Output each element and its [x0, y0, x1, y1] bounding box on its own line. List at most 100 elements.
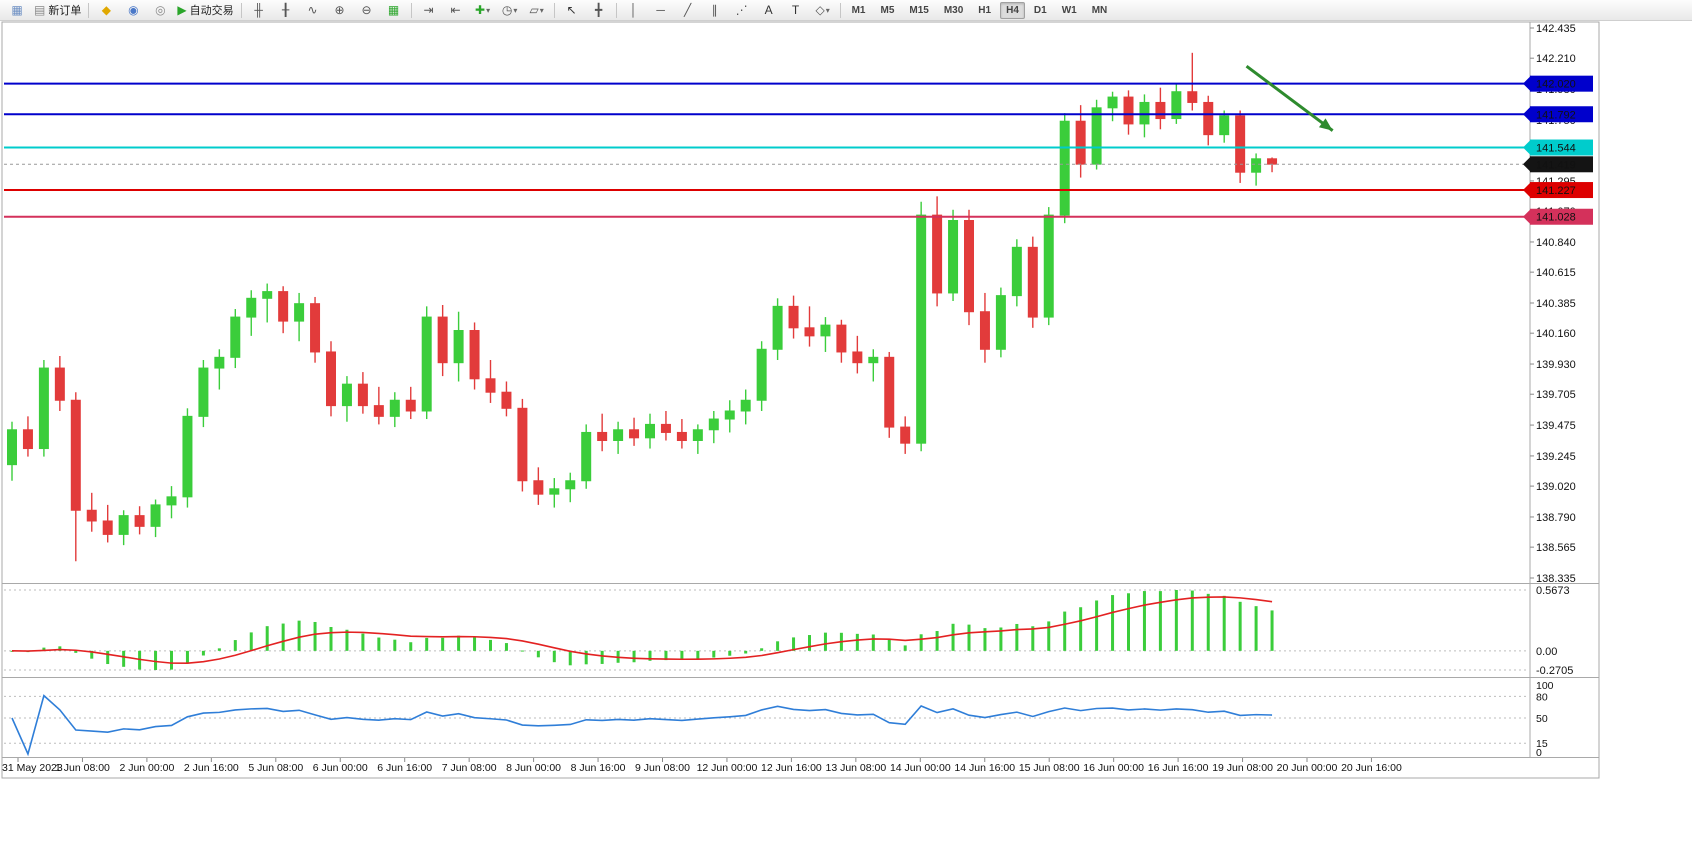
svg-text:16 Jun 16:00: 16 Jun 16:00 — [1148, 762, 1209, 774]
chart-shift-icon[interactable]: ⇤ — [443, 0, 469, 20]
svg-text:1 Jun 08:00: 1 Jun 08:00 — [55, 762, 110, 774]
timeframe-m5-button[interactable]: M5 — [880, 4, 895, 16]
zoom-in-icon[interactable]: ⊕ — [327, 0, 353, 20]
candlestick-chart-icon[interactable]: ╂ — [273, 0, 299, 20]
toolbar-separator — [410, 2, 412, 18]
timeframe-w1-button[interactable]: W1 — [1061, 4, 1077, 16]
candle-body — [645, 423, 655, 439]
candle-body — [1219, 115, 1230, 136]
svg-text:6 Jun 00:00: 6 Jun 00:00 — [313, 762, 368, 774]
candle-body — [1187, 91, 1198, 103]
new-order-button[interactable]: ▤ 新订单 — [31, 0, 84, 20]
new-chart-button[interactable]: ▦ — [4, 0, 30, 20]
candle-body — [134, 515, 145, 527]
candle-body — [373, 405, 384, 417]
new-order-icon: ▤ — [34, 3, 46, 17]
timeframe-m1-button[interactable]: M1 — [851, 4, 866, 16]
metaeditor-icon[interactable]: ◆ — [93, 0, 119, 20]
auto-scroll-icon[interactable]: ⇥ — [416, 0, 442, 20]
text-tool-icon: A — [764, 3, 773, 17]
toolbar-separator — [240, 2, 242, 18]
trendline-tool[interactable]: ╱ — [675, 0, 701, 20]
timeframe-h4-button[interactable]: H4 — [1000, 1, 1025, 19]
candle-body — [884, 356, 895, 428]
candle-body — [533, 480, 544, 495]
time-axis-area[interactable] — [2, 758, 1599, 778]
candle-body — [916, 214, 927, 444]
candle-body — [581, 431, 592, 482]
svg-text:138.565: 138.565 — [1536, 542, 1576, 554]
candle-body — [1235, 115, 1246, 173]
horizontal-line-tool[interactable]: ─ — [648, 0, 674, 20]
candle-body — [230, 316, 241, 358]
svg-text:20 Jun 00:00: 20 Jun 00:00 — [1277, 762, 1338, 774]
macd-signal-line — [11, 596, 1273, 665]
svg-text:140.385: 140.385 — [1536, 298, 1576, 310]
candle-body — [900, 426, 911, 444]
candle-body — [692, 429, 703, 441]
text-tool[interactable]: A — [756, 0, 782, 20]
autotrading-button-label: 自动交易 — [189, 5, 234, 17]
timeframe-m30-button[interactable]: M30 — [943, 4, 964, 16]
candle-body — [1251, 158, 1262, 173]
candle-body — [294, 303, 305, 322]
chevron-down-icon: ▾ — [825, 5, 830, 15]
zoom-in-icon: ⊕ — [334, 3, 345, 17]
rsi-plot-area[interactable] — [4, 678, 1529, 757]
timeframe-h1-button[interactable]: H1 — [978, 4, 992, 16]
cursor-icon[interactable]: ↖ — [559, 0, 585, 20]
candle-body — [182, 415, 193, 498]
horizontal-line-tool-icon: ─ — [656, 3, 665, 17]
candle-body — [70, 399, 81, 511]
autotrading-button[interactable]: ▶ 自动交易 — [174, 0, 236, 20]
svg-text:100: 100 — [1536, 680, 1554, 692]
candle-body — [150, 504, 161, 527]
svg-text:0.5673: 0.5673 — [1536, 585, 1570, 597]
candle-body — [772, 305, 783, 350]
strategy-tester-icon[interactable]: ◎ — [147, 0, 173, 20]
candle-body — [1155, 101, 1166, 120]
svg-text:142.020: 142.020 — [1536, 79, 1576, 91]
market-watch-icon[interactable]: ◉ — [120, 0, 146, 20]
line-chart-icon[interactable]: ∿ — [300, 0, 326, 20]
svg-text:139.020: 139.020 — [1536, 481, 1576, 493]
svg-text:0.00: 0.00 — [1536, 646, 1557, 658]
shapes-button[interactable]: ◇ ▾ — [810, 0, 836, 20]
candle-body — [437, 316, 448, 364]
candle-body — [629, 429, 640, 439]
zoom-out-icon[interactable]: ⊖ — [354, 0, 380, 20]
rsi-line — [11, 694, 1273, 757]
candle-body — [597, 431, 608, 442]
label-tool[interactable]: T — [783, 0, 809, 20]
macd-plot-area[interactable] — [4, 584, 1529, 677]
trend-arrow-annotation[interactable] — [1245, 65, 1334, 132]
trendline-tool-icon: ╱ — [683, 3, 692, 17]
svg-text:14 Jun 16:00: 14 Jun 16:00 — [954, 762, 1015, 774]
candle-body — [932, 214, 943, 294]
price-axis-area[interactable] — [1530, 22, 1600, 757]
timeframe-d1-button[interactable]: D1 — [1033, 4, 1047, 16]
candle-body — [852, 351, 863, 364]
crosshair-icon[interactable]: ╋ — [586, 0, 612, 20]
candle-body — [421, 316, 432, 412]
tile-windows-icon[interactable]: ▦ — [381, 0, 407, 20]
vertical-line-tool[interactable]: │ — [621, 0, 647, 20]
svg-text:6 Jun 16:00: 6 Jun 16:00 — [377, 762, 432, 774]
candle-body — [676, 431, 687, 442]
indicators-button[interactable]: ✚ ▾ — [470, 0, 496, 20]
time-axis[interactable]: 31 May 20231 Jun 08:00 2 Jun 00:00 2 Jun 1… — [2, 758, 1402, 774]
timeframe-mn-button[interactable]: MN — [1091, 4, 1108, 16]
tile-windows-icon: ▦ — [387, 3, 400, 17]
svg-text:9 Jun 08:00: 9 Jun 08:00 — [635, 762, 690, 774]
new-chart-icon: ▦ — [11, 3, 23, 17]
fibonacci-tool[interactable]: ⋰ — [729, 0, 755, 20]
svg-text:20 Jun 16:00: 20 Jun 16:00 — [1341, 762, 1402, 774]
bar-chart-icon[interactable]: ╫ — [246, 0, 272, 20]
templates-button[interactable]: ▱ ▾ — [524, 0, 550, 20]
timeframe-m15-button[interactable]: M15 — [909, 4, 929, 16]
new-order-button-label: 新订单 — [48, 5, 82, 17]
periods-button[interactable]: ◷ ▾ — [497, 0, 523, 20]
chart-plot-area[interactable] — [4, 22, 1529, 580]
channel-tool[interactable]: ∥ — [702, 0, 728, 20]
svg-text:140.840: 140.840 — [1536, 237, 1576, 249]
